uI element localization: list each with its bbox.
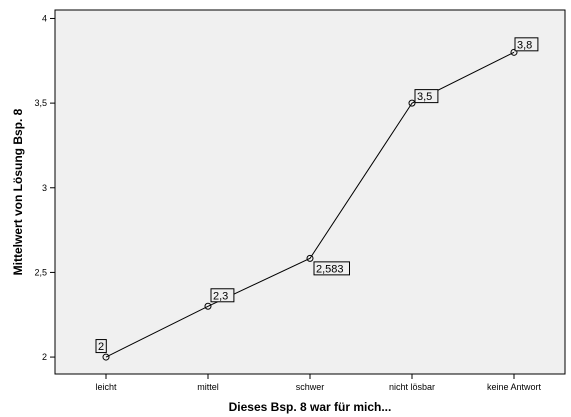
x-tick-label: mittel bbox=[197, 382, 219, 392]
y-tick-label: 2 bbox=[42, 352, 47, 362]
data-label-text: 2,3 bbox=[213, 290, 228, 302]
series-line bbox=[105, 51, 515, 358]
data-point bbox=[306, 254, 314, 262]
x-tick-label: keine Antwort bbox=[487, 382, 542, 392]
data-label: 2,3 bbox=[210, 288, 235, 303]
data-labels: 2 2,3 2,583 3,5 3,8 bbox=[95, 37, 539, 354]
x-tick-label: nicht lösbar bbox=[389, 382, 435, 392]
plot-area bbox=[54, 9, 566, 375]
data-point bbox=[510, 48, 518, 56]
y-tick-label: 4 bbox=[42, 13, 47, 23]
data-label-text: 3,5 bbox=[417, 91, 432, 103]
x-tick-label: schwer bbox=[296, 382, 325, 392]
x-tick-label: leicht bbox=[95, 382, 117, 392]
y-axis: 2 2,5 3 3,5 4 bbox=[34, 13, 55, 362]
x-axis-title: Dieses Bsp. 8 war für mich... bbox=[229, 400, 392, 414]
data-label-box bbox=[414, 89, 439, 104]
data-point bbox=[102, 353, 110, 361]
data-label-text: 3,8 bbox=[517, 39, 532, 51]
data-label: 3,5 bbox=[414, 89, 439, 104]
data-label-text: 2 bbox=[98, 341, 104, 353]
x-axis: leicht mittel schwer nicht lösbar keine Antw… bbox=[95, 374, 542, 392]
data-label: 2,583 bbox=[313, 261, 350, 276]
y-tick-label: 3,5 bbox=[34, 98, 47, 108]
y-axis-title: Mittelwert von Lösung Bsp. 8 bbox=[11, 108, 25, 275]
data-label-box bbox=[95, 339, 107, 354]
y-tick-label: 2,5 bbox=[34, 267, 47, 277]
data-label-text: 2,583 bbox=[316, 263, 344, 275]
y-tick-label: 3 bbox=[42, 183, 47, 193]
data-label-box bbox=[514, 37, 539, 52]
data-points bbox=[102, 48, 518, 361]
data-label: 2 bbox=[95, 339, 107, 354]
data-label: 3,8 bbox=[514, 37, 539, 52]
data-point bbox=[204, 302, 212, 310]
data-label-box bbox=[210, 288, 235, 303]
data-label-box bbox=[313, 261, 350, 276]
